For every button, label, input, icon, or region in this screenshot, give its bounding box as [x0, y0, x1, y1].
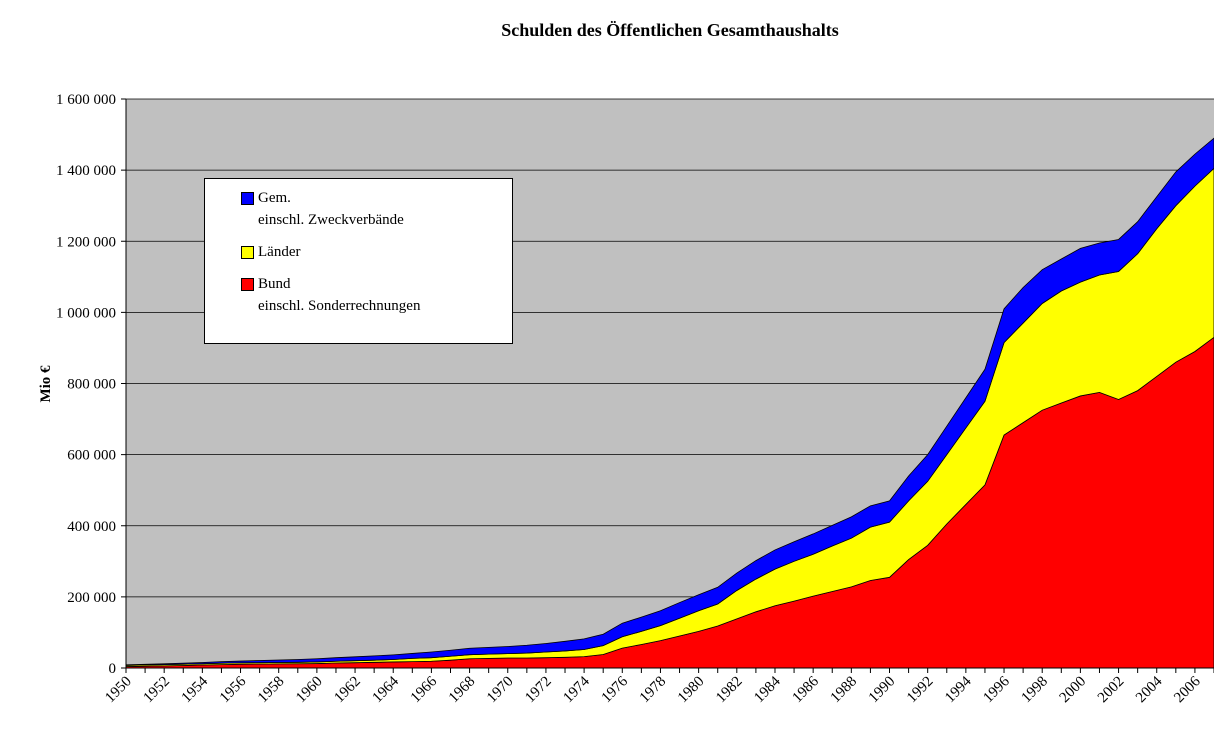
x-tick-label: 1986 — [789, 673, 822, 706]
y-tick-label: 1 000 000 — [56, 305, 116, 321]
y-axis-label: Mio € — [38, 365, 54, 403]
x-tick-label: 1998 — [1019, 674, 1052, 707]
x-tick-label: 1988 — [828, 674, 861, 707]
x-tick-label: 1984 — [751, 673, 784, 706]
x-tick-label: 2002 — [1095, 674, 1128, 707]
legend-swatch — [241, 246, 254, 259]
x-tick-label: 1972 — [522, 674, 555, 707]
x-tick-label: 1982 — [713, 674, 746, 707]
y-tick-label: 200 000 — [67, 590, 116, 606]
legend-label: Gem. einschl. Zweckverbände — [258, 190, 404, 228]
legend-item: Gem. einschl. Zweckverbände — [215, 187, 502, 231]
x-tick-label: 1964 — [370, 673, 403, 706]
x-tick-label: 1954 — [179, 673, 212, 706]
legend-item: Bund einschl. Sonderrechnungen — [215, 273, 502, 317]
x-tick-label: 2000 — [1057, 674, 1090, 707]
legend-swatch — [241, 192, 254, 205]
area — [125, 137, 1214, 666]
chart-title: Schulden des Öffentlichen Gesamthaushalt… — [501, 20, 839, 40]
x-tick-label: 1950 — [102, 674, 135, 707]
legend-label: Länder — [258, 244, 301, 260]
y-tick-label: 800 000 — [67, 377, 116, 393]
x-tick-label: 1992 — [904, 674, 937, 707]
x-tick-label: 1996 — [980, 673, 1013, 706]
legend-swatch — [241, 278, 254, 291]
x-tick-label: 1990 — [866, 674, 899, 707]
x-tick-label: 2004 — [1133, 673, 1166, 706]
x-tick-label: 1970 — [484, 674, 517, 707]
x-tick-label: 1980 — [675, 674, 708, 707]
y-tick-label: 1 600 000 — [56, 92, 116, 108]
y-tick-label: 600 000 — [67, 448, 116, 464]
legend-label: Bund einschl. Sonderrechnungen — [258, 276, 421, 314]
x-tick-label: 1958 — [255, 674, 288, 707]
x-tick-label: 1960 — [293, 674, 326, 707]
x-tick-label: 1976 — [599, 673, 632, 706]
legend-item: Länder — [215, 241, 502, 263]
y-tick-label: 0 — [109, 661, 117, 677]
x-tick-label: 1952 — [140, 674, 173, 707]
x-tick-label: 1978 — [637, 674, 670, 707]
x-tick-label: 2006 — [1171, 673, 1204, 706]
x-tick-label: 1962 — [331, 674, 364, 707]
y-tick-label: 400 000 — [67, 519, 116, 535]
y-tick-label: 1 200 000 — [56, 234, 116, 250]
x-tick-label: 1966 — [408, 673, 441, 706]
x-tick-label: 1956 — [217, 673, 250, 706]
legend: Gem. einschl. Zweckverbände Länder Bund ei… — [204, 178, 513, 344]
x-tick-label: 1974 — [560, 673, 593, 706]
x-tick-label: 1968 — [446, 674, 479, 707]
x-tick-label: 1994 — [942, 673, 975, 706]
y-tick-label: 1 400 000 — [56, 163, 116, 179]
